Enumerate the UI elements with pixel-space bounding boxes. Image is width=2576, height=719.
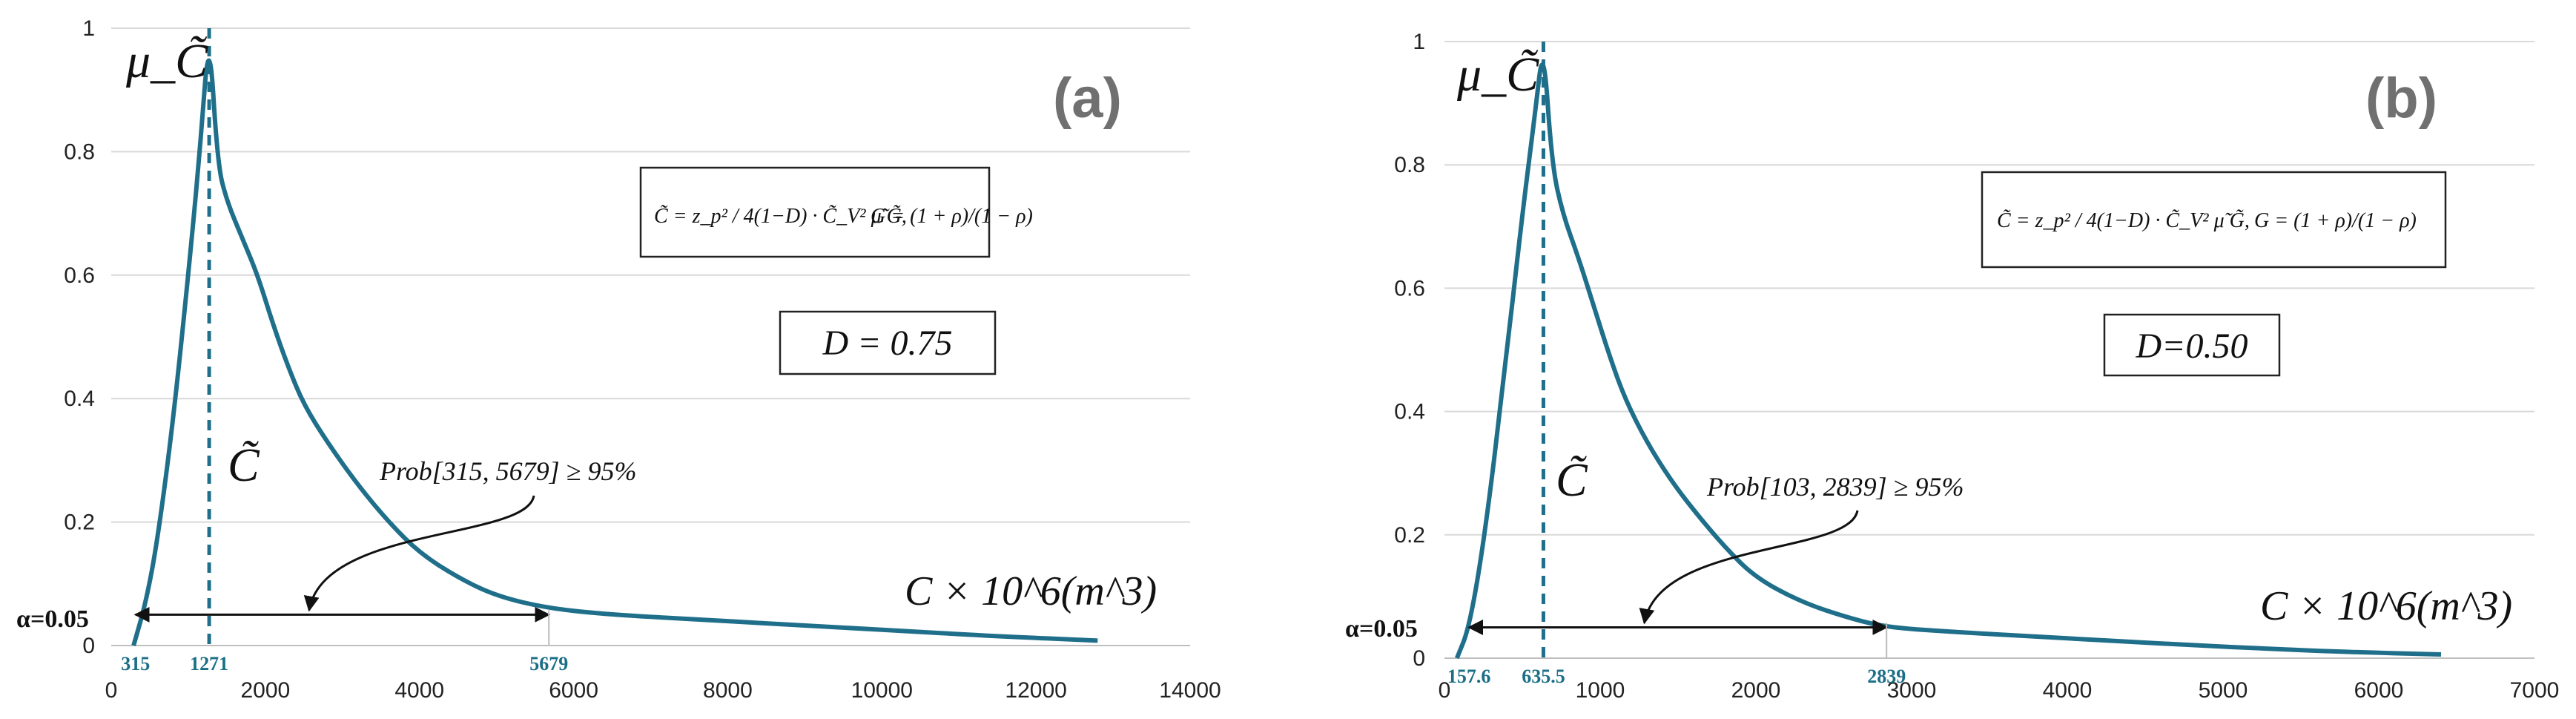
x-tick-label: 10000 — [851, 678, 913, 703]
x-axis-title-a: C × 10^6(m^3) — [905, 568, 1157, 614]
y-tick-label: 0.2 — [1394, 523, 1425, 548]
y-tick-label: 1 — [1413, 30, 1425, 54]
upper-bound-label-b: 2839 — [1867, 666, 1906, 687]
lower-bound-label-a: 315 — [121, 653, 150, 674]
x-tick-label: 0 — [1439, 678, 1451, 703]
y-tick-label: 0.8 — [1394, 153, 1425, 177]
y-tick-label: 0.6 — [64, 263, 95, 288]
upper-bound-label-a: 5679 — [529, 653, 568, 674]
x-tick-label: 6000 — [549, 678, 598, 703]
peak-label-b: 635.5 — [1522, 666, 1565, 687]
gridlines-a — [111, 27, 1190, 646]
y-tick-label: 0 — [82, 634, 95, 658]
panel-label-b: (b) — [2365, 67, 2437, 130]
formula-right-b: G = (1 + ρ)/(1 − ρ) — [2254, 209, 2417, 232]
x-tick-label: 8000 — [703, 678, 753, 703]
x-tick-label: 6000 — [2354, 678, 2404, 703]
x-tick-label: 12000 — [1005, 678, 1066, 703]
x-ticks-b: 0 1000 2000 3000 4000 5000 6000 7000 — [1439, 678, 2560, 703]
formula-box-a — [639, 166, 991, 258]
alpha-label-a: α=0.05 — [16, 605, 89, 633]
prob-label-a: Prob[315, 5679] ≥ 95% — [379, 456, 636, 486]
x-ticks-a: 0 2000 4000 6000 8000 10000 12000 14000 — [105, 678, 1221, 703]
d-value-a: D = 0.75 — [822, 324, 952, 363]
chart-panel-b: 0 1000 2000 3000 4000 5000 6000 7000 0 0.2 0.4 0.6… — [1345, 30, 2559, 703]
x-tick-label: 1000 — [1576, 678, 1625, 703]
prob-callout-arrow-b — [1639, 510, 1859, 625]
x-tick-label: 5000 — [2199, 678, 2248, 703]
x-axis-title-b: C × 10^6(m^3) — [2260, 583, 2512, 629]
formula-left-a: C̃ = z_p² / 4(1−D) · C̃_V² μ̃ G̃, — [654, 205, 907, 228]
y-axis-title-b: μ_C̃ — [1456, 47, 1539, 102]
x-tick-label: 4000 — [394, 678, 444, 703]
y-tick-label: 0 — [1413, 646, 1425, 671]
y-ticks-a: 0 0.2 0.4 0.6 0.8 1 — [64, 16, 95, 658]
lower-bound-label-b: 157.6 — [1447, 666, 1491, 687]
x-tick-label: 14000 — [1159, 678, 1221, 703]
peak-label-a: 1271 — [190, 653, 228, 674]
x-tick-label: 2000 — [240, 678, 290, 703]
formula-box-b — [1981, 171, 2447, 269]
x-tick-label: 2000 — [1731, 678, 1781, 703]
y-tick-label: 0.2 — [64, 510, 95, 535]
y-tick-label: 0.4 — [64, 387, 95, 411]
gridlines-b — [1444, 41, 2534, 659]
panel-label-a: (a) — [1053, 67, 1122, 130]
y-axis-title-a: μ_C̃ — [125, 34, 208, 88]
curve-label-a: C̃ — [228, 439, 260, 491]
d-value-box-b — [2103, 313, 2281, 377]
curve-label-b: C̃ — [1556, 453, 1588, 506]
x-tick-label: 3000 — [1887, 678, 1937, 703]
y-ticks-b: 0 0.2 0.4 0.6 0.8 1 — [1394, 30, 1425, 671]
membership-curve-b — [1455, 62, 2442, 660]
membership-curve-a — [131, 58, 1098, 646]
x-tick-label: 4000 — [2043, 678, 2093, 703]
x-tick-label: 0 — [105, 678, 118, 703]
formula-left-b: C̃ = z_p² / 4(1−D) · C̃_V² μ̃ G̃, — [1997, 209, 2250, 232]
d-value-b: D=0.50 — [2135, 326, 2248, 366]
chart-panel-a: 0 2000 4000 6000 8000 10000 12000 14000 0 0.2 0.4… — [16, 16, 1221, 703]
y-tick-label: 0.8 — [64, 139, 95, 164]
alpha-label-b: α=0.05 — [1345, 615, 1418, 643]
y-tick-label: 0.4 — [1394, 400, 1425, 424]
d-value-box-a — [779, 310, 997, 375]
prob-callout-arrow-a — [303, 495, 535, 612]
y-tick-label: 0.6 — [1394, 276, 1425, 301]
y-tick-label: 1 — [82, 16, 95, 41]
prob-label-b: Prob[103, 2839] ≥ 95% — [1706, 472, 1964, 502]
formula-right-a: G = (1 + ρ)/(1 − ρ) — [871, 205, 1033, 228]
x-tick-label: 7000 — [2510, 678, 2560, 703]
